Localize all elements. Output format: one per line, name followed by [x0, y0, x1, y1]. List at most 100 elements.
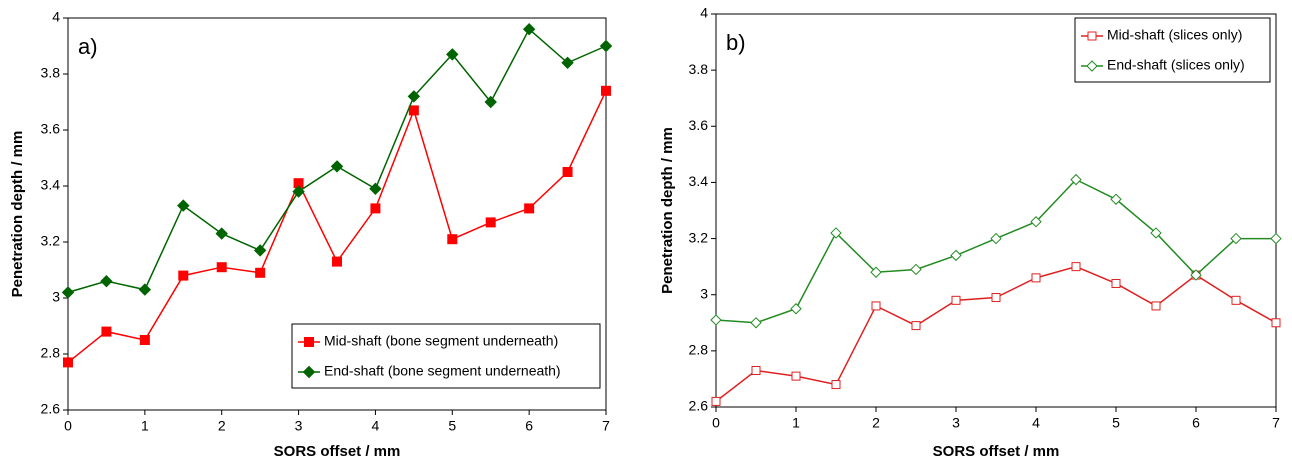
legend-box: [291, 323, 601, 389]
x-tick-label: 1: [141, 418, 149, 434]
marker: [871, 301, 881, 311]
marker: [330, 160, 344, 173]
y-tick-label: 2.6: [689, 398, 709, 414]
marker: [991, 293, 1001, 303]
marker: [1150, 227, 1162, 239]
legend-label: End-shaft (bone segment underneath): [324, 363, 561, 379]
x-tick-label: 7: [1272, 415, 1280, 431]
series-line: [715, 265, 1277, 402]
marker: [830, 227, 842, 239]
marker: [1086, 60, 1098, 72]
marker: [304, 337, 314, 347]
y-tick-label: 2.8: [689, 342, 709, 358]
marker: [751, 366, 761, 376]
y-tick-label: 3.8: [41, 65, 61, 81]
marker: [1031, 273, 1041, 283]
y-tick-label: 3.4: [41, 177, 61, 193]
marker: [601, 85, 611, 96]
marker: [1110, 193, 1122, 205]
x-tick-label: 5: [1112, 415, 1120, 431]
marker: [292, 185, 305, 198]
y-axis-title: Penetration depth / mm: [659, 127, 676, 294]
marker: [599, 39, 613, 53]
marker: [332, 256, 342, 267]
y-tick-label: 3.2: [689, 229, 709, 245]
marker: [831, 380, 841, 390]
y-tick-label: 2.8: [41, 345, 61, 361]
marker: [1111, 278, 1121, 288]
marker: [446, 48, 459, 61]
marker: [791, 371, 801, 381]
marker: [562, 167, 573, 177]
y-tick-label: 4: [52, 9, 60, 25]
y-tick-label: 3.8: [689, 61, 709, 77]
marker: [950, 249, 962, 262]
marker: [484, 95, 497, 109]
marker: [910, 263, 922, 276]
marker: [253, 244, 267, 257]
x-tick-label: 3: [952, 415, 960, 431]
y-tick-label: 3.6: [689, 117, 709, 133]
marker: [790, 303, 802, 315]
marker: [1270, 232, 1282, 245]
x-tick-label: 2: [218, 418, 226, 434]
marker: [447, 234, 458, 245]
x-tick-label: 6: [525, 418, 533, 434]
y-axis-title: Penetration depth / mm: [9, 131, 26, 298]
legend-label: Mid-shaft (slices only): [1107, 27, 1242, 43]
marker: [524, 203, 535, 214]
x-tick-label: 0: [64, 418, 72, 434]
marker: [215, 227, 228, 240]
marker: [139, 335, 150, 345]
marker: [522, 22, 536, 36]
plot-area: [715, 13, 1277, 408]
x-axis-title: SORS offset / mm: [274, 443, 401, 460]
series-line: [67, 90, 607, 363]
x-tick-label: 2: [872, 415, 880, 431]
marker: [1071, 262, 1081, 272]
marker: [63, 357, 73, 368]
y-tick-label: 2.6: [41, 401, 61, 417]
marker: [101, 326, 112, 337]
marker: [177, 199, 190, 212]
y-tick-label: 3.2: [41, 233, 61, 249]
marker: [216, 262, 227, 273]
x-tick-label: 5: [448, 418, 456, 434]
marker: [370, 203, 381, 214]
marker: [1230, 232, 1242, 245]
marker: [990, 232, 1002, 245]
marker: [951, 295, 961, 305]
marker: [870, 266, 882, 278]
marker: [710, 314, 722, 326]
marker: [369, 182, 382, 196]
x-tick-label: 1: [792, 415, 800, 431]
x-tick-label: 0: [712, 415, 720, 431]
y-tick-label: 3.4: [689, 173, 709, 189]
y-tick-label: 3: [52, 289, 60, 305]
y-tick-label: 4: [700, 5, 708, 21]
y-tick-label: 3.6: [41, 121, 61, 137]
marker: [61, 286, 75, 299]
marker: [178, 270, 189, 281]
marker: [711, 396, 721, 406]
x-axis-title: SORS offset / mm: [933, 443, 1060, 460]
plot-area: [67, 17, 607, 411]
marker: [750, 317, 762, 329]
marker: [1087, 31, 1097, 41]
marker: [302, 365, 316, 379]
marker: [911, 321, 921, 331]
marker: [485, 217, 496, 228]
x-tick-label: 3: [295, 418, 303, 434]
marker: [138, 283, 152, 296]
marker: [1070, 173, 1082, 186]
marker: [1151, 301, 1161, 311]
marker: [408, 105, 419, 116]
legend-label: Mid-shaft (bone segment underneath): [324, 333, 558, 349]
panel-label: a): [78, 34, 98, 59]
marker: [100, 274, 113, 288]
marker: [1030, 216, 1042, 228]
panel-label: b): [726, 30, 746, 55]
marker: [1231, 295, 1241, 305]
